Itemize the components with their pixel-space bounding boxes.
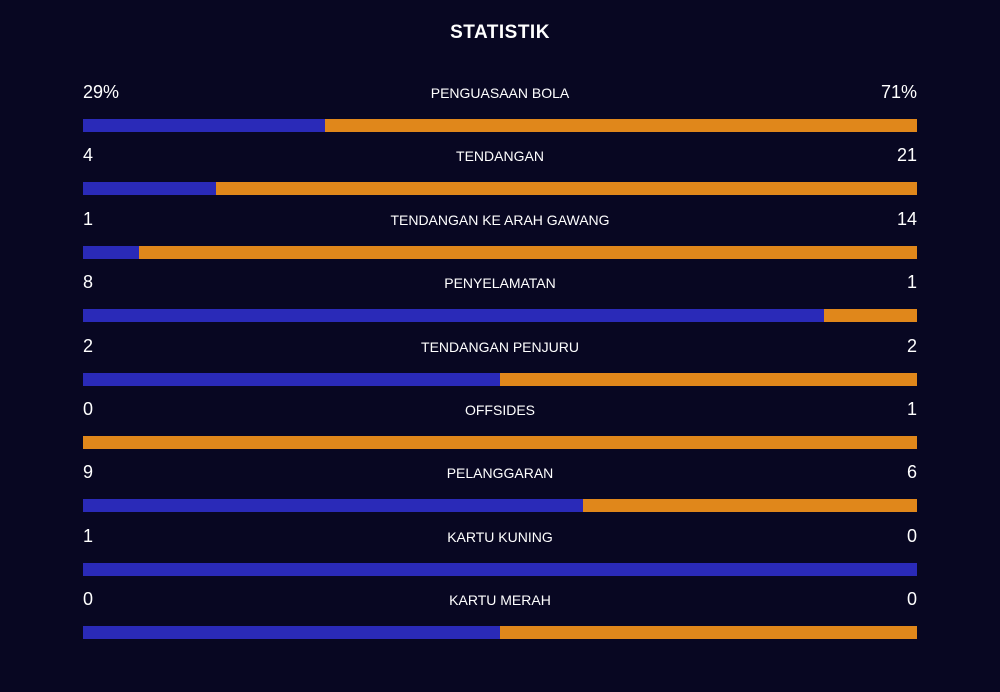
home-bar — [83, 626, 500, 640]
away-value: 0 — [906, 525, 917, 546]
home-value: 9 — [83, 462, 94, 483]
comparison-bar — [83, 119, 917, 132]
away-bar — [324, 119, 917, 132]
stat-row-offsides: 0 OFFSIDES 1 — [83, 396, 917, 459]
comparison-bar — [83, 562, 917, 576]
home-value: 2 — [83, 335, 94, 356]
comparison-bar — [83, 372, 917, 386]
away-bar — [138, 245, 917, 259]
stat-row-red-cards: 0 KARTU MERAH 0 — [83, 586, 917, 649]
stats-title: STATISTIK — [450, 22, 550, 43]
stat-label: PENYELAMATAN — [444, 275, 556, 292]
home-value: 1 — [83, 525, 94, 546]
away-bar — [500, 372, 917, 386]
home-bar — [83, 245, 139, 259]
away-value: 1 — [906, 272, 917, 293]
comparison-bar — [83, 435, 917, 449]
stat-row-fouls: 9 PELANGGARAN 6 — [83, 459, 917, 522]
away-bar — [824, 309, 917, 323]
stat-row-saves: 8 PENYELAMATAN 1 — [83, 269, 917, 332]
stat-label: TENDANGAN — [456, 148, 544, 165]
stat-label: TENDANGAN KE ARAH GAWANG — [390, 211, 610, 228]
stat-row-possession: 29% PENGUASAAN BOLA 71% — [83, 79, 917, 142]
away-bar — [216, 182, 917, 196]
away-value: 21 — [896, 145, 917, 166]
away-value: 1 — [906, 398, 917, 419]
home-value: 0 — [83, 589, 94, 610]
stat-label: TENDANGAN PENJURU — [421, 338, 579, 355]
stat-row-shots: 4 TENDANGAN 21 — [83, 142, 917, 205]
comparison-bar — [83, 182, 917, 196]
stat-row-corners: 2 TENDANGAN PENJURU 2 — [83, 333, 917, 396]
stat-label: PELANGGARAN — [446, 465, 554, 482]
home-value: 0 — [83, 398, 94, 419]
comparison-bar — [83, 309, 917, 323]
stat-label: OFFSIDES — [464, 401, 535, 418]
stat-label: PENGUASAAN BOLA — [430, 85, 570, 101]
comparison-bar — [83, 626, 917, 640]
away-bar — [583, 499, 917, 513]
away-bar — [83, 435, 917, 449]
stat-label: KARTU MERAH — [449, 592, 551, 609]
home-bar — [83, 309, 825, 323]
away-value: 71% — [880, 82, 917, 102]
home-bar — [83, 562, 917, 576]
home-bar — [83, 499, 584, 513]
home-value: 4 — [83, 145, 94, 166]
away-value: 2 — [906, 335, 917, 356]
stat-row-yellow-cards: 1 KARTU KUNING 0 — [83, 523, 917, 586]
comparison-bar — [83, 245, 917, 259]
stats-list: 29% PENGUASAAN BOLA 71% 4 TENDANGAN 21 1… — [83, 79, 917, 650]
comparison-bar — [83, 499, 917, 513]
away-bar — [500, 626, 917, 640]
away-value: 14 — [896, 208, 917, 229]
home-value: 29% — [83, 82, 120, 102]
home-bar — [83, 182, 217, 196]
home-bar — [83, 119, 325, 132]
home-bar — [83, 372, 500, 386]
home-value: 1 — [83, 208, 94, 229]
away-value: 0 — [906, 589, 917, 610]
stat-label: KARTU KUNING — [447, 528, 553, 545]
home-value: 8 — [83, 272, 94, 293]
stat-row-shots-on-target: 1 TENDANGAN KE ARAH GAWANG 14 — [83, 206, 917, 269]
away-value: 6 — [906, 462, 917, 483]
